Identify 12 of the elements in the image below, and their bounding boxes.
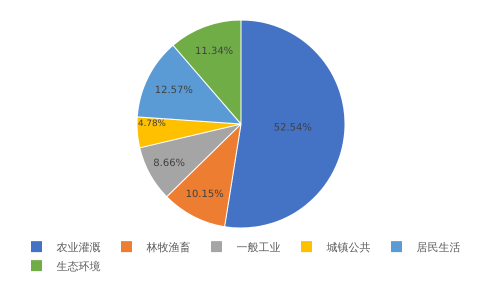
legend-label: 居民生活 xyxy=(416,240,460,254)
data-label: 12.57% xyxy=(154,84,193,96)
legend-label: 农业灌溉 xyxy=(56,240,100,254)
data-label: 11.34% xyxy=(195,46,234,58)
legend-label: 一般工业 xyxy=(236,240,280,254)
data-label: 52.54% xyxy=(274,122,312,134)
data-label: 10.15% xyxy=(186,188,224,200)
legend-label: 林牧渔畜 xyxy=(146,240,190,254)
data-label: 4.78% xyxy=(138,119,166,130)
data-label: 8.66% xyxy=(153,158,186,170)
legend-label: 城镇公共 xyxy=(326,240,370,254)
legend-label: 生态环境 xyxy=(56,260,100,273)
